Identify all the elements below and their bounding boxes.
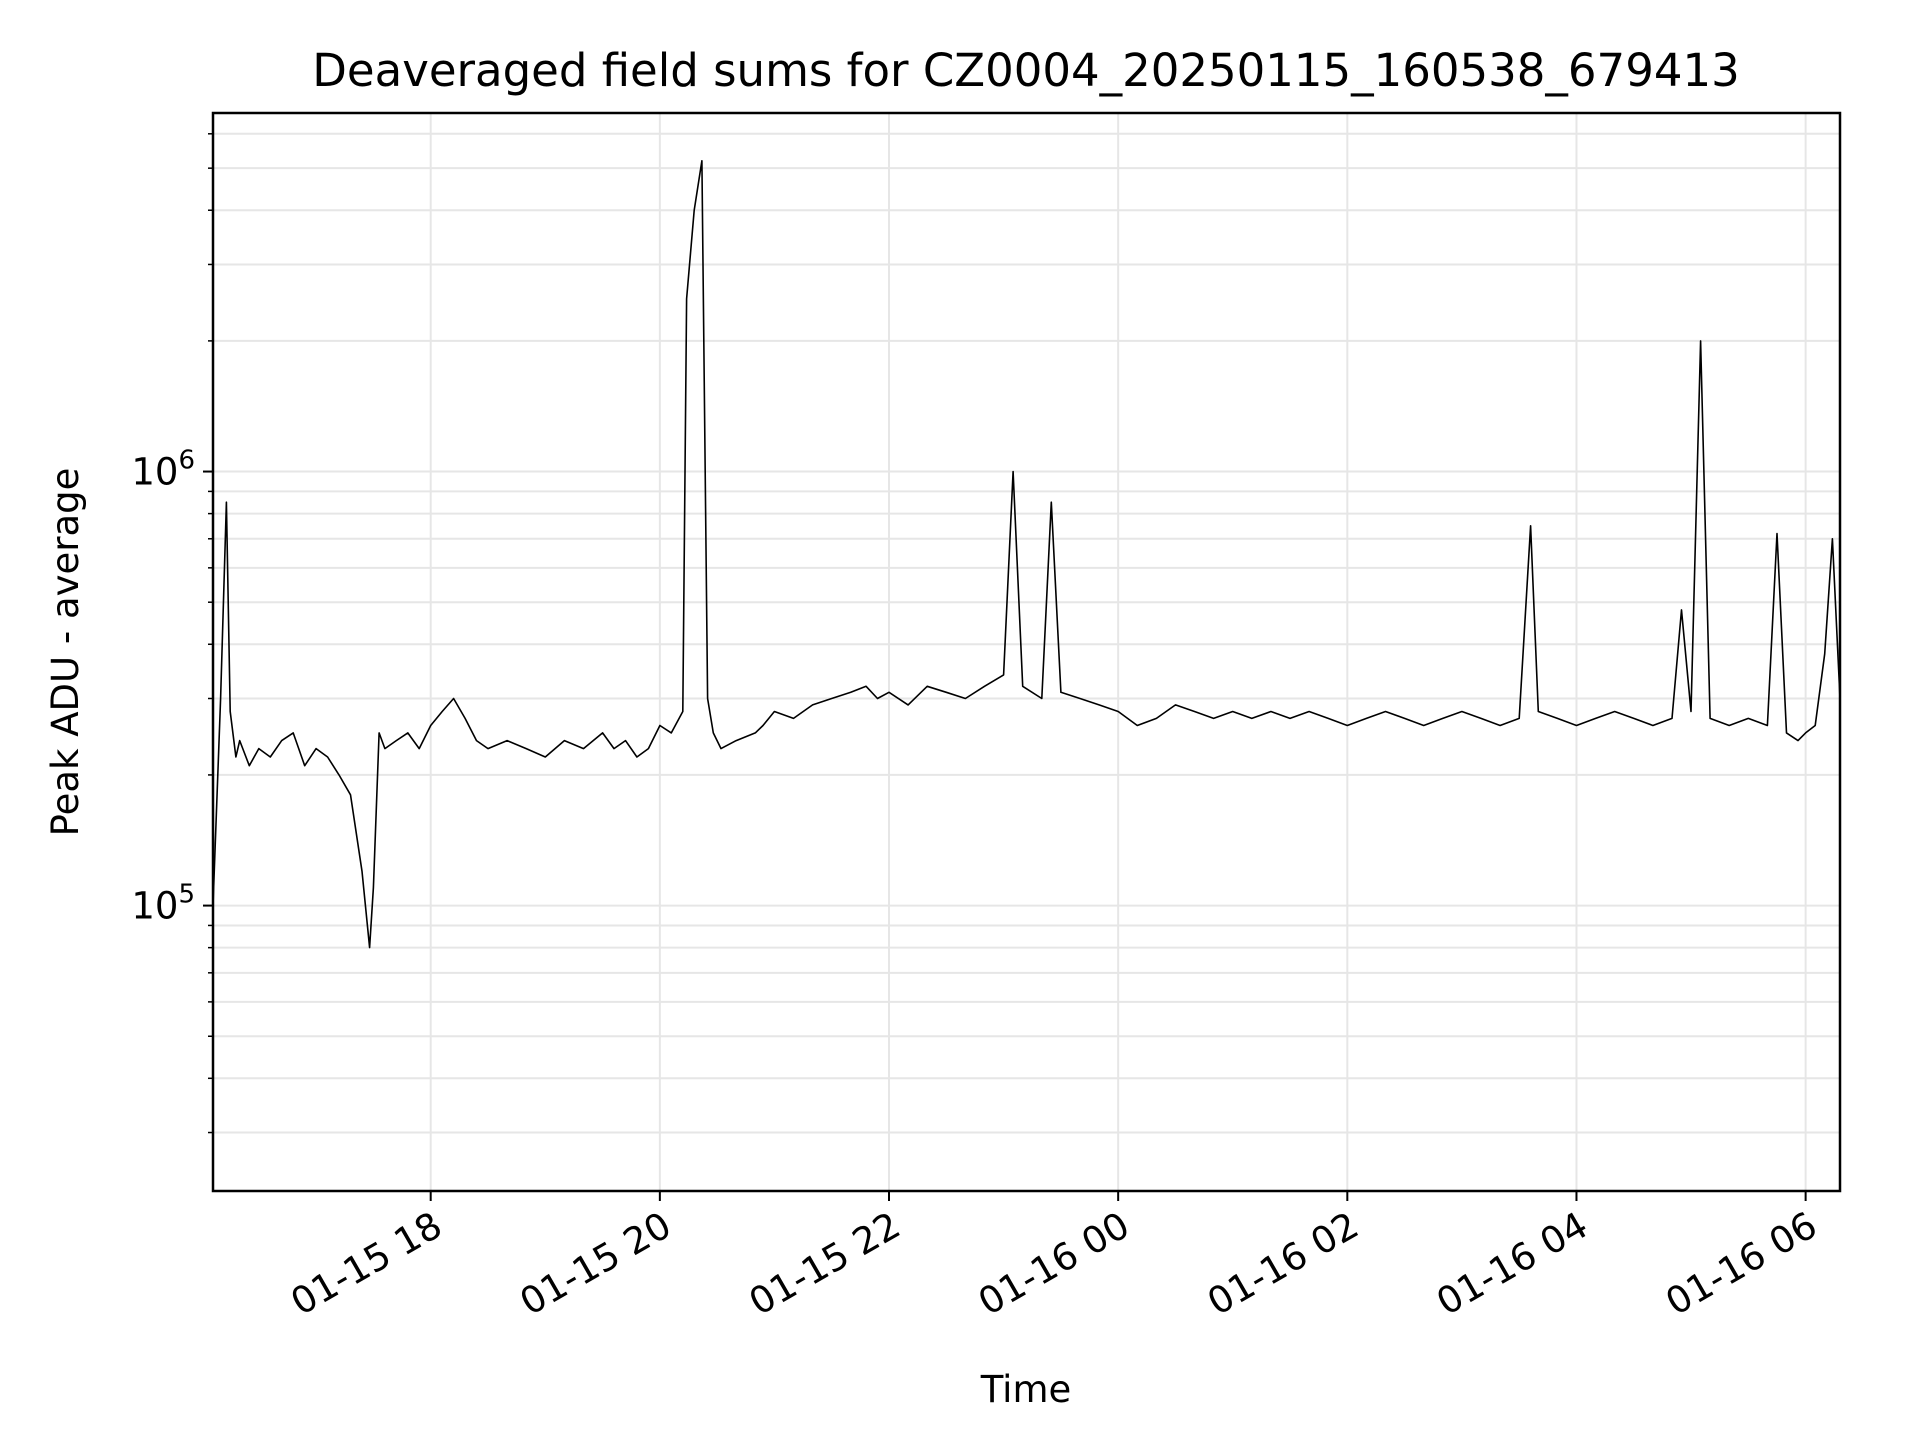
data-layer bbox=[212, 160, 1841, 949]
y-tick-label: 105 bbox=[131, 880, 195, 928]
series-line bbox=[212, 160, 1841, 949]
x-axis-label: Time bbox=[980, 1368, 1072, 1411]
y-axis-label: Peak ADU - average bbox=[44, 468, 87, 837]
plot-frame bbox=[211, 111, 1842, 1193]
grid bbox=[213, 113, 1840, 1191]
chart-title: Deaveraged field sums for CZ0004_2025011… bbox=[312, 44, 1739, 97]
y-tick-label: 106 bbox=[131, 446, 195, 494]
